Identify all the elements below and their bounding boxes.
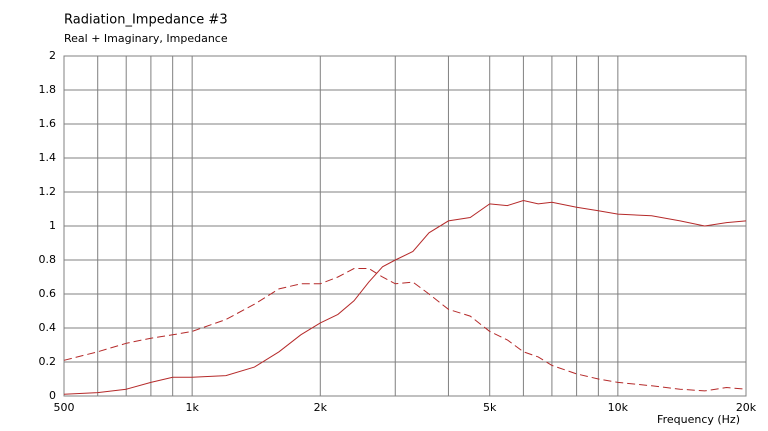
- x-tick-label: 10k: [608, 401, 629, 414]
- chart-subtitle: Real + Imaginary, Impedance: [64, 32, 228, 45]
- chart-title: Radiation_Impedance #3: [64, 13, 228, 28]
- y-tick-label: 1.4: [39, 151, 57, 164]
- y-tick-label: 0.4: [39, 321, 57, 334]
- x-tick-label: 1k: [185, 401, 199, 414]
- x-tick-label: 2k: [314, 401, 328, 414]
- y-tick-label: 0: [49, 389, 56, 402]
- y-tick-label: 1.6: [39, 117, 57, 130]
- y-tick-label: 0.8: [39, 253, 57, 266]
- x-tick-label: 20k: [736, 401, 757, 414]
- x-tick-label: 500: [54, 401, 75, 414]
- y-tick-label: 1: [49, 219, 56, 232]
- plot-frame: [63, 55, 747, 397]
- series-line: [63, 199, 747, 395]
- series-line: [63, 268, 747, 392]
- y-tick-label: 1.2: [39, 185, 57, 198]
- y-tick-label: 2: [49, 49, 56, 62]
- y-tick-label: 0.2: [39, 355, 57, 368]
- x-tick-label: 5k: [483, 401, 497, 414]
- y-tick-label: 0.6: [39, 287, 57, 300]
- x-axis-label: Frequency (Hz): [657, 413, 740, 426]
- y-tick-label: 1.8: [39, 83, 57, 96]
